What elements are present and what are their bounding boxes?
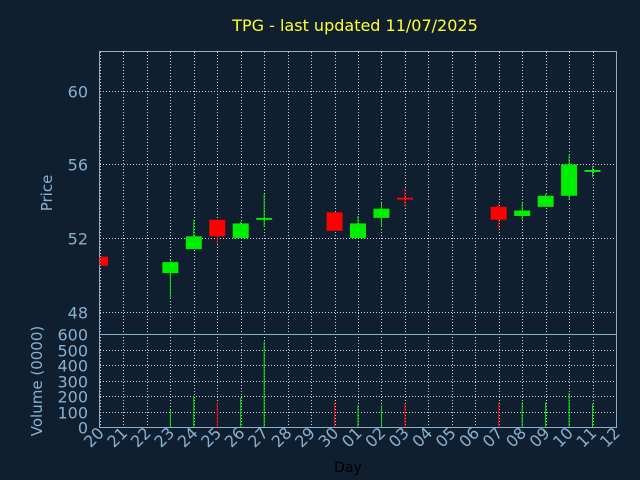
- volume-tick-label: 0: [78, 419, 88, 438]
- volume-bars: [169, 341, 594, 427]
- volume-tick-label: 300: [57, 373, 88, 392]
- price-axis-label: Price: [38, 175, 56, 212]
- volume-tick-label: 600: [57, 326, 88, 345]
- candle-body: [537, 195, 554, 207]
- candle-body: [209, 219, 226, 237]
- volume-tick-label: 500: [57, 342, 88, 361]
- candle-body: [326, 212, 343, 231]
- candle-body: [514, 210, 531, 217]
- candle-body: [396, 197, 413, 200]
- candle-body: [373, 208, 390, 218]
- volume-axis-label: Volume (0000): [28, 326, 46, 436]
- candle-body: [350, 223, 366, 239]
- volume-tick-label: 200: [57, 388, 88, 407]
- volume-plot-frame: [99, 334, 617, 428]
- price-y-axis: 48 52 56 60: [68, 83, 88, 323]
- day-axis: 2021222324252627282930010203040506070809…: [80, 423, 624, 451]
- price-tick-label: 48: [68, 304, 88, 323]
- price-grid: [100, 52, 617, 334]
- volume-tick-label: 400: [57, 357, 88, 376]
- candle-body: [256, 217, 273, 220]
- volume-tick-label: 100: [57, 404, 88, 423]
- candle-body: [162, 262, 179, 274]
- chart-title: TPG - last updated 11/07/2025: [231, 16, 478, 35]
- candle-body: [185, 236, 202, 250]
- price-tick-label: 52: [68, 230, 88, 249]
- candle-body: [490, 206, 507, 220]
- candles: [99, 155, 601, 299]
- price-tick-label: 56: [68, 156, 88, 175]
- price-tick-label: 60: [68, 83, 88, 102]
- day-axis-label: Day: [334, 460, 362, 476]
- candle-body: [584, 169, 601, 172]
- candle-body: [561, 164, 578, 196]
- candle-body: [232, 223, 249, 239]
- candle-body: [101, 256, 108, 266]
